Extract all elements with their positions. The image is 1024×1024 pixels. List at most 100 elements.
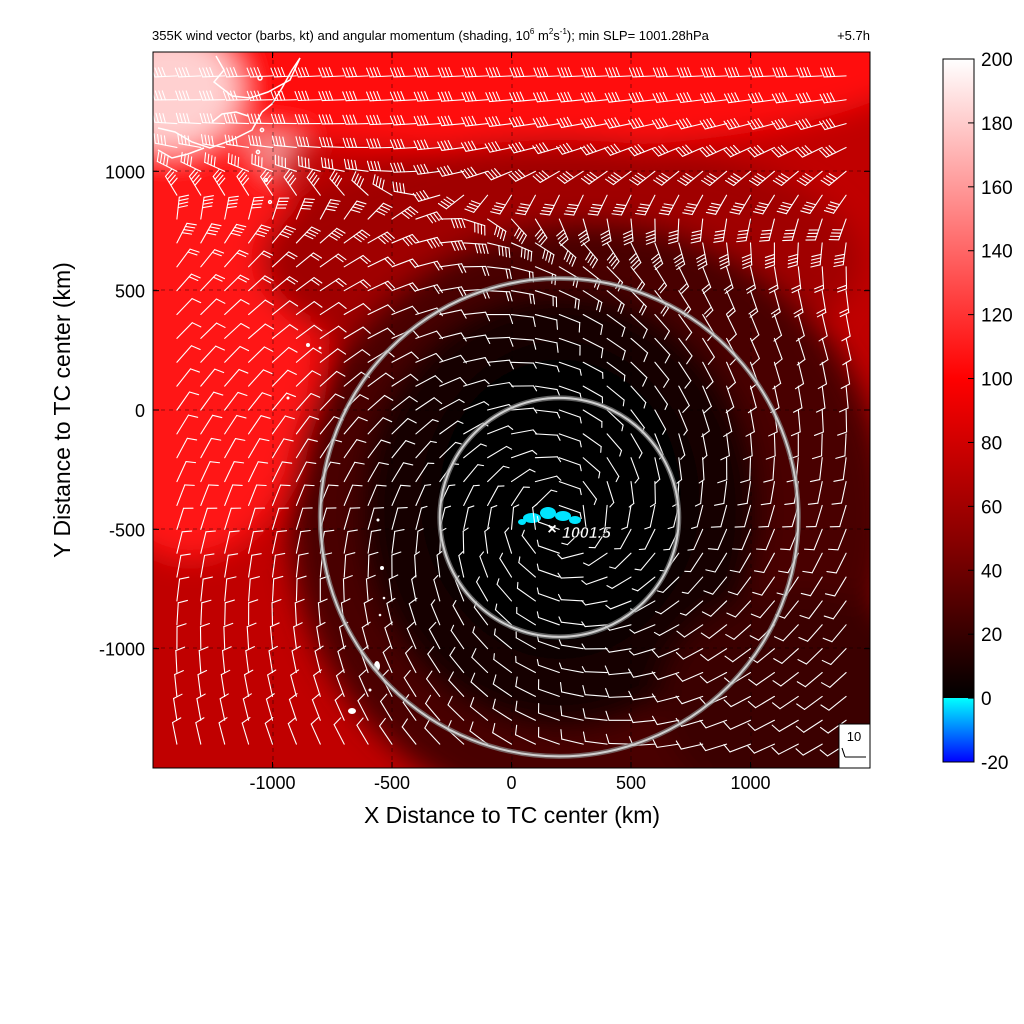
wind-barb xyxy=(726,361,736,390)
wind-barb xyxy=(415,505,428,530)
wind-barb xyxy=(749,337,760,366)
wind-barb xyxy=(365,574,376,602)
wind-barb xyxy=(558,290,580,310)
x-axis: -1000 -500 0 500 1000 xyxy=(249,52,771,793)
wind-barb xyxy=(791,266,802,294)
wind-barb xyxy=(675,671,704,682)
wind-barb xyxy=(367,507,385,530)
wind-barb xyxy=(343,200,367,220)
wind-barb xyxy=(839,290,850,318)
colorbar-tick-label: 140 xyxy=(981,242,1013,263)
wind-barb xyxy=(675,648,704,660)
wind-barb xyxy=(342,137,369,149)
islands xyxy=(286,343,386,714)
wind-barb xyxy=(248,196,265,220)
wind-barb xyxy=(462,527,469,554)
wind-barb xyxy=(173,693,183,721)
wind-barb xyxy=(532,503,538,530)
wind-barb xyxy=(515,631,536,650)
wind-barb xyxy=(634,552,656,571)
wind-barb xyxy=(605,710,632,721)
wind-barb xyxy=(796,671,823,688)
wind-barb xyxy=(731,528,752,551)
wind-barb xyxy=(628,67,656,78)
wind-barb xyxy=(558,337,581,356)
wind-barb xyxy=(388,574,399,602)
wind-barb xyxy=(268,645,278,674)
wind-barb xyxy=(771,695,799,710)
wind-barb xyxy=(200,322,226,339)
wind-barb xyxy=(510,504,520,530)
wind-barb xyxy=(824,576,847,597)
wind-barb xyxy=(415,260,443,271)
wind-barb xyxy=(195,717,205,745)
wind-barb xyxy=(515,676,536,697)
wind-barb xyxy=(533,67,560,78)
wind-barb xyxy=(795,145,823,158)
wind-barb xyxy=(725,624,752,640)
wind-barb xyxy=(484,168,513,181)
wind-barb xyxy=(747,385,757,414)
wind-barb xyxy=(295,529,311,554)
wind-barb xyxy=(750,600,775,619)
wind-barb xyxy=(558,433,582,448)
wind-barb xyxy=(840,361,851,389)
wind-barb xyxy=(580,116,608,129)
wind-barb xyxy=(827,528,847,551)
wind-barb xyxy=(678,361,692,389)
wind-barb xyxy=(343,303,371,316)
wind-barb xyxy=(439,218,466,229)
wind-barb xyxy=(678,385,690,413)
wind-barb xyxy=(534,489,558,507)
wind-barb xyxy=(248,224,272,244)
wind-barb xyxy=(795,743,823,756)
wind-barb xyxy=(773,337,783,366)
wind-barb xyxy=(200,368,225,387)
wind-barb xyxy=(700,648,728,662)
wind-barb xyxy=(582,385,604,404)
wind-barb xyxy=(219,693,229,721)
wind-barb xyxy=(556,170,584,184)
wind-barb xyxy=(558,361,582,376)
wind-barb xyxy=(176,414,199,435)
wind-barb xyxy=(835,433,847,459)
wind-barb xyxy=(810,242,823,268)
wind-barb xyxy=(319,348,347,363)
wind-barb xyxy=(771,743,799,755)
wind-barb xyxy=(702,361,714,390)
wind-barb xyxy=(536,659,560,674)
wind-barb xyxy=(772,67,799,78)
wind-barb xyxy=(271,415,295,435)
wind-barb xyxy=(294,67,321,78)
wind-barb xyxy=(510,242,533,262)
wind-barb xyxy=(651,671,680,680)
wind-barb xyxy=(492,674,513,697)
reference-barb-box xyxy=(838,723,870,768)
wind-barb xyxy=(267,669,277,697)
wind-barb xyxy=(536,515,560,530)
wind-barb xyxy=(678,433,686,460)
wind-barb xyxy=(822,624,847,643)
wind-barb xyxy=(699,144,728,158)
wind-barb xyxy=(494,603,513,626)
wind-barb xyxy=(638,528,656,551)
wind-barb xyxy=(537,679,560,697)
wind-barb xyxy=(700,92,728,104)
wind-barb xyxy=(509,67,536,78)
time-label: +5.7h xyxy=(837,28,870,43)
wind-barb xyxy=(391,305,420,316)
wind-barb xyxy=(787,242,799,269)
wind-barb xyxy=(176,368,200,387)
wind-barb xyxy=(737,481,752,506)
wind-barb xyxy=(319,325,347,339)
wind-barb xyxy=(224,195,239,220)
wind-barb xyxy=(747,743,775,754)
wind-barb xyxy=(800,194,823,215)
wind-barb xyxy=(485,67,513,78)
wind-barb xyxy=(768,266,779,294)
wind-barb xyxy=(717,457,728,484)
wind-barb xyxy=(532,116,560,128)
wind-barb xyxy=(463,464,485,483)
wind-barb xyxy=(515,700,536,721)
wind-barb xyxy=(828,218,847,241)
